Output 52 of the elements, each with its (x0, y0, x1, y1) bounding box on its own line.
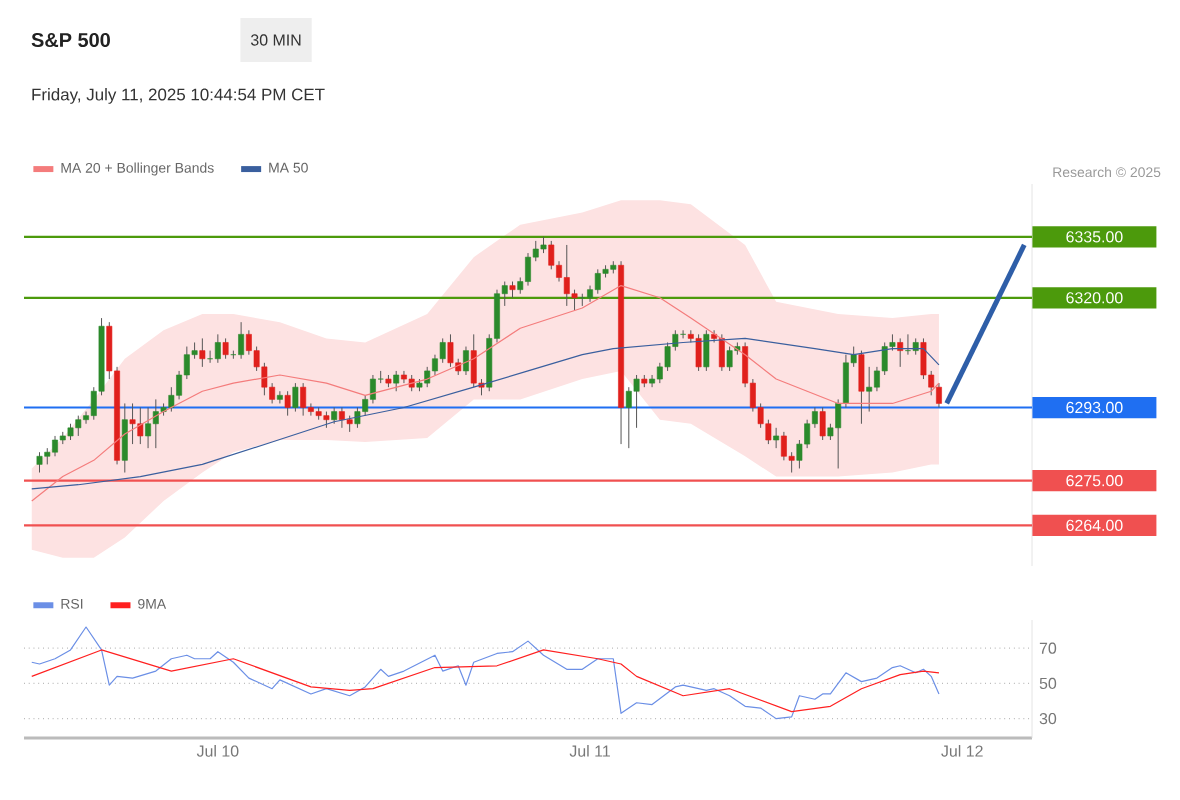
candlestick (858, 350, 865, 425)
candlestick (633, 374, 640, 429)
text: Friday, July 11, 2025 10:44:54 PM CET (32, 88, 325, 104)
candlestick (393, 370, 400, 392)
candlestick (300, 382, 307, 417)
candlestick (920, 337, 927, 380)
candlestick (819, 407, 826, 441)
candlestick (199, 337, 206, 368)
candlestick (137, 407, 144, 445)
candlestick (338, 407, 345, 429)
candlestick (36, 451, 43, 474)
candlestick (726, 346, 733, 372)
candlestick (276, 390, 283, 404)
candlestick (369, 374, 376, 404)
candlestick (214, 333, 221, 364)
candlestick (835, 398, 842, 469)
candlestick (773, 427, 780, 449)
candlestick (905, 333, 911, 356)
candlestick (284, 390, 291, 417)
candlestick (463, 346, 469, 376)
candlestick (866, 366, 873, 413)
line-series (31, 337, 940, 490)
candlestick (52, 435, 58, 457)
candlestick (75, 415, 82, 437)
candlestick (129, 402, 136, 445)
candlestick (842, 354, 849, 409)
candlestick (649, 374, 655, 388)
candlestick (525, 252, 531, 287)
candlestick (447, 333, 454, 368)
candlestick (680, 329, 687, 339)
candlestick (897, 337, 904, 368)
candlestick (207, 350, 214, 364)
candlestick (145, 407, 151, 449)
candlestick (121, 402, 128, 474)
candlestick (780, 431, 787, 461)
line-series (31, 284, 940, 502)
candlestick (292, 382, 299, 413)
candlestick (152, 398, 159, 449)
candlestick (664, 341, 671, 372)
candlestick (401, 370, 407, 384)
line-series (31, 649, 940, 713)
candlestick (718, 333, 725, 372)
candlestick (695, 333, 702, 372)
candlestick (470, 333, 477, 388)
chart-title: S&P 500 (31, 32, 110, 48)
candlestick (563, 244, 570, 307)
candlestick (594, 268, 601, 295)
candlestick (703, 329, 710, 372)
candlestick (222, 337, 229, 360)
candlestick (936, 382, 942, 409)
candlestick (625, 386, 632, 449)
candlestick (238, 321, 245, 360)
